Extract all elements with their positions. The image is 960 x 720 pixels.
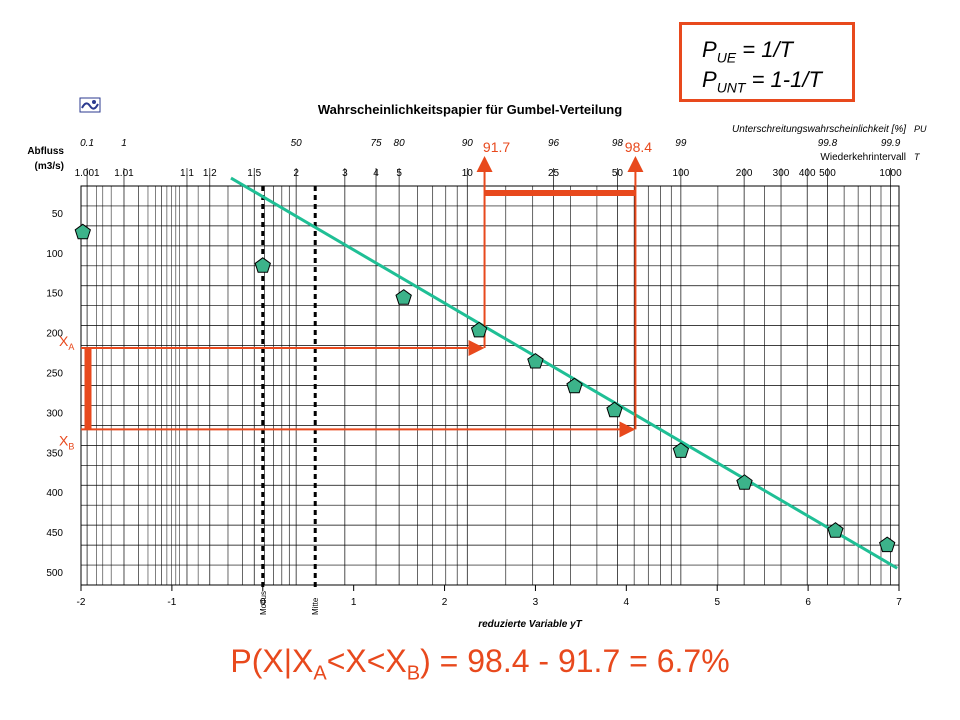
p-tick-label: 96: [548, 138, 560, 149]
t-tick-label: 4: [373, 168, 379, 179]
x-tick-label: -2: [77, 597, 86, 608]
chart-title: Wahrscheinlichkeitspapier für Gumbel-Ver…: [318, 102, 622, 117]
t-tick-label: 200: [736, 168, 753, 179]
grid-layer: [80, 168, 900, 586]
t-tick-label: 10: [462, 168, 474, 179]
probability-formula: P(X|XA<X<XB) = 98.4 - 91.7 = 6.7%: [230, 643, 730, 685]
p-tick-label: 98: [612, 138, 624, 149]
x-tick-label: 7: [896, 597, 902, 608]
t-side-label: T: [914, 152, 921, 162]
data-point: [606, 401, 623, 418]
t-tick-label: 25: [548, 168, 560, 179]
y-axis-unit: (m3/s): [35, 161, 64, 172]
p-tick-label: 50: [291, 138, 303, 149]
data-point: [672, 442, 690, 458]
legend-pue-line: PUE = 1/T: [702, 37, 793, 66]
xa-label: XA: [59, 333, 74, 352]
y-tick-label: 200: [46, 329, 63, 340]
t-tick-label: 500: [819, 168, 836, 179]
t-tick-label: 3: [342, 168, 348, 179]
y-tick-label: 100: [46, 249, 63, 260]
y-tick-label: 250: [46, 369, 63, 380]
data-point: [254, 257, 271, 273]
label-layer: Modus Mitte -2 -1 0 1 2 3 4 5 6 7 reduzierte Variabl…: [27, 102, 927, 630]
x-tick-label: -1: [167, 597, 176, 608]
y-axis-label: Abfluss: [27, 146, 64, 157]
t-tick-label: 1.001: [75, 168, 100, 179]
data-point: [566, 377, 583, 394]
x-tick-label: 4: [624, 597, 630, 608]
data-point: [470, 321, 488, 338]
t-tick-label: 1.2: [203, 168, 217, 179]
t-tick-label: 400: [799, 168, 816, 179]
p-tick-label: 80: [394, 138, 406, 149]
point-layer: [74, 223, 896, 553]
y-tick-label: 300: [46, 408, 63, 419]
axis-layer: [80, 186, 900, 591]
y-tick-label: 500: [46, 568, 63, 579]
t-tick-label: 5: [396, 168, 402, 179]
fit-layer: [230, 176, 898, 570]
x-tick-label: 3: [533, 597, 539, 608]
logo-icon: [79, 97, 101, 113]
x-axis-label: reduzierte Variable yT: [478, 619, 582, 630]
p-tick-label: 99.8: [818, 138, 838, 149]
marker-label-modus: Modus: [259, 591, 268, 615]
gumbel-fit-line: [230, 176, 898, 570]
data-point: [736, 474, 753, 490]
p-tick-label: 1: [121, 138, 127, 149]
x-tick-label: 2: [442, 597, 448, 608]
marker-label-mitte: Mitte: [311, 597, 320, 615]
xb-label: XB: [59, 432, 74, 451]
annotation-layer: [81, 156, 644, 438]
x-tick-label: 5: [714, 597, 720, 608]
legend-punt-line: PUNT = 1-1/T: [702, 67, 822, 96]
p-tick-label: 99.9: [881, 138, 901, 149]
t-tick-label: 1.1: [180, 168, 194, 179]
data-point: [879, 536, 896, 553]
t-tick-label: 300: [773, 168, 790, 179]
y-tick-label: 450: [46, 528, 63, 539]
p-tick-label: 99: [675, 138, 687, 149]
t-tick-label: 100: [673, 168, 690, 179]
y-tick-label: 50: [52, 209, 64, 220]
t-tick-label: 1000: [879, 168, 902, 179]
p-side-label: PU: [914, 124, 927, 134]
t-tick-label: 2: [293, 168, 299, 179]
data-point: [74, 223, 91, 240]
x-tick-label: 6: [805, 597, 811, 608]
x-tick-label: 0: [260, 597, 266, 608]
y-tick-label: 350: [46, 448, 63, 459]
p-tick-label: 75: [370, 138, 382, 149]
pa-label: 91.7: [483, 139, 510, 155]
t-tick-label: 50: [612, 168, 624, 179]
t-tick-label: 1.5: [247, 168, 261, 179]
t-tick-label: 1.01: [114, 168, 134, 179]
data-point: [827, 522, 844, 538]
p-scale-label: Unterschreitungswahrscheinlichkeit [%]: [732, 124, 906, 135]
y-tick-label: 400: [46, 488, 63, 499]
data-point: [527, 352, 544, 369]
p-tick-label: 90: [462, 138, 474, 149]
data-point: [395, 289, 412, 305]
legend-box: PUE = 1/T PUNT = 1-1/T: [679, 22, 855, 102]
pb-label: 98.4: [625, 139, 652, 155]
x-tick-label: 1: [351, 597, 357, 608]
y-tick-label: 150: [46, 289, 63, 300]
p-tick-label: 0.1: [80, 138, 94, 149]
t-scale-label: Wiederkehrintervall: [820, 152, 906, 163]
